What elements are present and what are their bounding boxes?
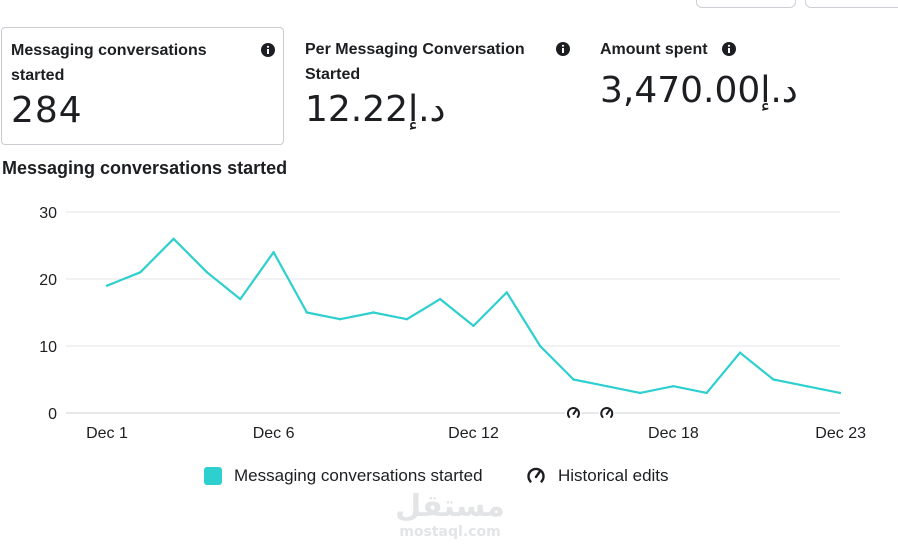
historical-edit-marker-icon[interactable]	[598, 405, 615, 421]
y-tick-label: 0	[48, 406, 57, 423]
y-tick-label: 10	[39, 339, 57, 356]
series-line	[106, 237, 841, 394]
info-icon[interactable]	[261, 43, 275, 57]
metric-label-line1: Amount spent	[600, 41, 708, 58]
data-point	[339, 318, 342, 321]
legend-swatch	[204, 467, 222, 485]
metric-label-line2: Started	[305, 66, 361, 83]
info-icon[interactable]	[722, 42, 736, 56]
metric-label: Messaging conversations started	[11, 38, 207, 88]
chart-title: Messaging conversations started	[2, 158, 288, 178]
metric-value: 284	[11, 90, 83, 131]
x-tick-label: Dec 18	[648, 425, 699, 442]
historical-edit-marker-icon[interactable]	[565, 405, 582, 421]
metric-card-conversations[interactable]: Messaging conversations started 284	[1, 27, 284, 145]
data-point	[172, 237, 175, 240]
data-point	[838, 391, 842, 395]
gauge-icon	[527, 467, 545, 483]
data-point	[272, 251, 275, 254]
data-point	[705, 391, 708, 395]
data-point	[538, 344, 542, 348]
legend-item-historical-edits[interactable]: Historical edits	[526, 466, 669, 486]
metric-label-line2: started	[11, 67, 65, 84]
watermark: مستقل mostaql.com	[395, 489, 505, 541]
metric-value: 3,470.00د.إ	[600, 70, 798, 111]
data-point	[139, 271, 142, 274]
data-point	[738, 351, 742, 354]
watermark-logo: مستقل	[395, 489, 505, 524]
x-tick-label: Dec 12	[448, 425, 499, 442]
y-tick-label: 30	[39, 205, 57, 222]
metric-label-line1: Per Messaging Conversation	[305, 41, 525, 58]
top-button-right[interactable]	[805, 0, 898, 8]
data-point	[638, 391, 642, 395]
data-point	[438, 297, 442, 301]
data-point	[472, 324, 475, 328]
data-point	[672, 385, 675, 388]
data-point	[105, 284, 109, 287]
info-icon[interactable]	[556, 42, 570, 56]
watermark-text: mostaql.com	[399, 524, 501, 540]
data-point	[405, 318, 409, 321]
x-tick-label: Dec 6	[253, 425, 295, 442]
top-button-left[interactable]	[696, 0, 796, 8]
metric-card-cost-per-conversation[interactable]: Per Messaging Conversation Started 12.22…	[296, 27, 581, 145]
data-point	[372, 311, 375, 314]
x-tick-label: Dec 23	[815, 425, 866, 442]
metric-label: Per Messaging Conversation Started	[305, 37, 525, 87]
metric-card-amount-spent[interactable]: Amount spent 3,470.00د.إ	[591, 27, 891, 145]
data-point	[805, 385, 808, 388]
data-point	[305, 311, 309, 314]
y-tick-label: 20	[39, 272, 57, 289]
legend-label: Historical edits	[558, 466, 669, 485]
metric-label-line1: Messaging conversations	[11, 42, 207, 59]
metric-value: 12.22د.إ	[305, 89, 446, 130]
data-point	[239, 297, 242, 301]
data-point	[205, 271, 209, 274]
legend-item-series[interactable]: Messaging conversations started	[204, 466, 483, 486]
metric-label: Amount spent	[600, 37, 708, 62]
line-chart: 0 10 20 30 Dec 1 Dec 6 Dec 12 Dec 18 Dec 23	[39, 205, 866, 442]
data-point	[772, 378, 775, 381]
x-tick-label: Dec 1	[86, 425, 128, 442]
data-point	[505, 291, 509, 294]
legend-label: Messaging conversations started	[234, 466, 483, 485]
data-point	[605, 385, 608, 388]
data-point	[572, 378, 575, 381]
